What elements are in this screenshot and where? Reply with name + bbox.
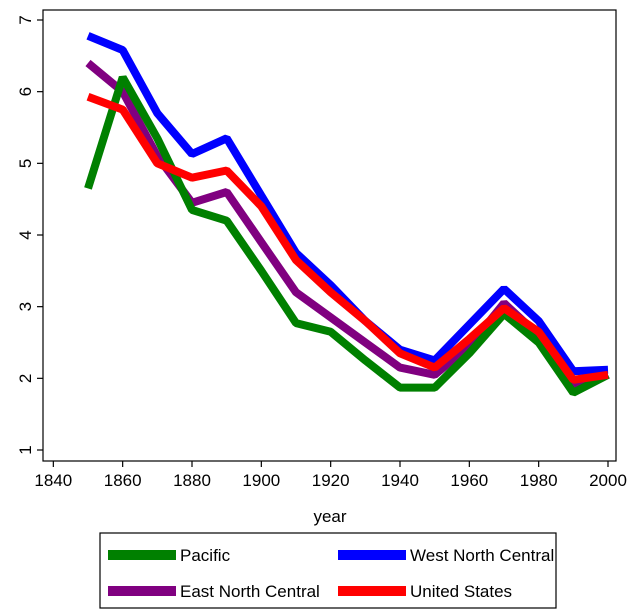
x-tick-label: 1920 xyxy=(312,471,350,490)
series-layer xyxy=(84,32,610,397)
plot-frame xyxy=(42,9,617,462)
x-tick-label: 1980 xyxy=(520,471,558,490)
x-tick-label: 1940 xyxy=(381,471,419,490)
y-tick-label: 5 xyxy=(16,159,35,168)
y-axis: 1 2 3 4 5 6 7 xyxy=(16,15,43,455)
x-tick-label: 1960 xyxy=(450,471,488,490)
y-tick-label: 3 xyxy=(16,302,35,311)
y-tick-label: 7 xyxy=(16,15,35,24)
x-axis-title: year xyxy=(313,507,346,526)
x-tick-label: 2000 xyxy=(589,471,627,490)
x-tick-label: 1880 xyxy=(173,471,211,490)
x-axis: 1840 1860 1880 1900 1920 1940 1960 1980 2000 xyxy=(34,461,627,490)
y-tick-label: 6 xyxy=(16,87,35,96)
legend-label: East North Central xyxy=(180,582,320,601)
x-tick-label: 1860 xyxy=(104,471,142,490)
legend-label: United States xyxy=(410,582,512,601)
y-tick-label: 4 xyxy=(16,230,35,239)
plot-area xyxy=(42,9,617,462)
legend-label: West North Central xyxy=(410,546,554,565)
series-line-united-states xyxy=(86,92,609,384)
y-tick-label: 2 xyxy=(16,374,35,383)
y-tick-label: 1 xyxy=(16,445,35,454)
legend: Pacific West North Central East North Cent… xyxy=(99,532,557,609)
x-tick-label: 1840 xyxy=(34,471,72,490)
series-line-west-north-central xyxy=(86,32,609,376)
x-tick-label: 1900 xyxy=(242,471,280,490)
legend-label: Pacific xyxy=(180,546,231,565)
